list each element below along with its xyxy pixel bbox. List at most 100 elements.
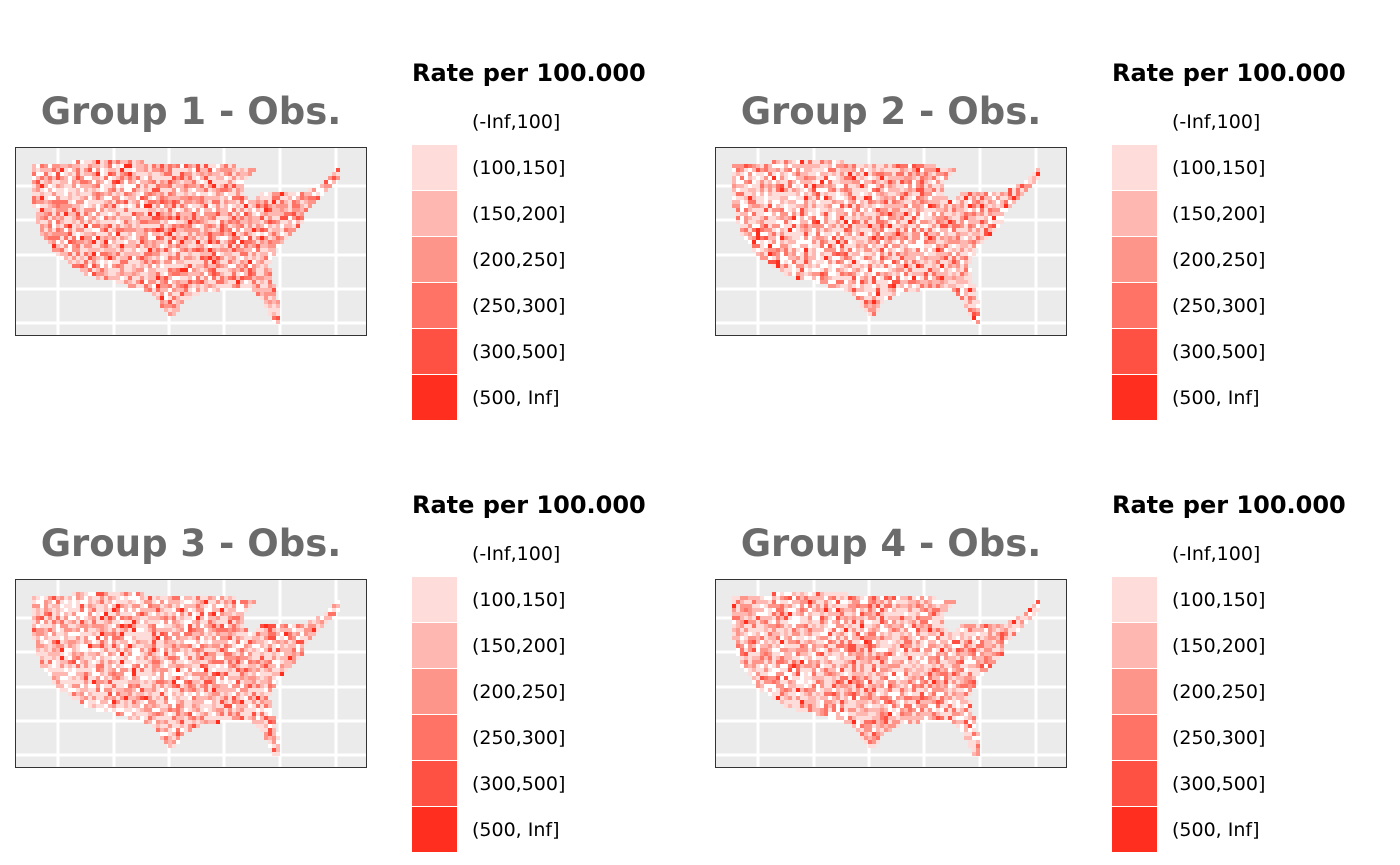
county-cell	[204, 616, 208, 620]
county-cell	[152, 636, 156, 640]
county-cell	[92, 224, 96, 228]
county-cell	[76, 160, 80, 164]
county-cell	[160, 212, 164, 216]
county-cell	[176, 644, 180, 648]
county-cell	[924, 240, 928, 244]
county-cell	[928, 248, 932, 252]
county-cell	[916, 284, 920, 288]
county-cell	[48, 180, 52, 184]
county-cell	[112, 252, 116, 256]
county-cell	[44, 204, 48, 208]
county-cell	[148, 652, 152, 656]
county-cell	[804, 168, 808, 172]
county-cell	[864, 256, 868, 260]
county-cell	[96, 656, 100, 660]
county-cell	[192, 284, 196, 288]
county-cell	[740, 208, 744, 212]
county-cell	[936, 244, 940, 248]
county-cell	[60, 236, 64, 240]
county-cell	[280, 212, 284, 216]
county-cell	[136, 648, 140, 652]
county-cell	[168, 256, 172, 260]
county-cell	[972, 248, 976, 252]
county-cell	[952, 236, 956, 240]
county-cell	[240, 644, 244, 648]
county-cell	[236, 224, 240, 228]
county-cell	[792, 272, 796, 276]
county-cell	[964, 292, 968, 296]
county-cell	[176, 164, 180, 168]
county-cell	[920, 272, 924, 276]
county-cell	[192, 620, 196, 624]
county-cell	[92, 220, 96, 224]
county-cell	[912, 276, 916, 280]
county-cell	[896, 188, 900, 192]
county-cell	[176, 208, 180, 212]
county-cell	[72, 164, 76, 168]
county-cell	[308, 628, 312, 632]
county-cell	[84, 168, 88, 172]
county-cell	[80, 164, 84, 168]
county-cell	[224, 648, 228, 652]
county-cell	[160, 232, 164, 236]
county-cell	[116, 216, 120, 220]
county-cell	[160, 172, 164, 176]
county-cell	[764, 252, 768, 256]
county-cell	[116, 176, 120, 180]
county-cell	[312, 200, 316, 204]
county-cell	[336, 176, 340, 180]
county-cell	[828, 192, 832, 196]
county-cell	[104, 188, 108, 192]
county-cell	[232, 204, 236, 208]
county-cell	[792, 256, 796, 260]
county-cell	[184, 616, 188, 620]
county-cell	[748, 164, 752, 168]
county-cell	[164, 260, 168, 264]
county-cell	[200, 268, 204, 272]
county-cell	[140, 184, 144, 188]
county-cell	[128, 596, 132, 600]
county-cell	[776, 252, 780, 256]
county-cell	[208, 632, 212, 636]
county-cell	[300, 216, 304, 220]
county-cell	[56, 616, 60, 620]
county-cell	[292, 212, 296, 216]
county-cell	[220, 620, 224, 624]
county-cell	[308, 632, 312, 636]
county-cell	[752, 204, 756, 208]
county-cell	[272, 644, 276, 648]
county-cell	[912, 200, 916, 204]
county-cell	[768, 224, 772, 228]
county-cell	[308, 624, 312, 628]
county-cell	[40, 604, 44, 608]
county-cell	[920, 192, 924, 196]
county-cell	[156, 600, 160, 604]
county-cell	[172, 640, 176, 644]
county-cell	[200, 596, 204, 600]
county-cell	[968, 228, 972, 232]
county-cell	[96, 632, 100, 636]
county-cell	[68, 220, 72, 224]
county-cell	[892, 228, 896, 232]
county-cell	[300, 652, 304, 656]
county-cell	[176, 296, 180, 300]
county-cell	[148, 216, 152, 220]
county-cell	[60, 632, 64, 636]
county-cell	[180, 208, 184, 212]
county-cell	[72, 600, 76, 604]
county-cell	[224, 204, 228, 208]
county-cell	[172, 292, 176, 296]
county-cell	[272, 624, 276, 628]
county-cell	[260, 240, 264, 244]
county-cell	[188, 644, 192, 648]
county-cell	[824, 240, 828, 244]
county-cell	[148, 640, 152, 644]
county-cell	[224, 624, 228, 628]
county-cell	[292, 652, 296, 656]
county-cell	[772, 256, 776, 260]
county-cell	[148, 644, 152, 648]
county-cell	[280, 216, 284, 220]
county-cell	[212, 656, 216, 660]
county-cell	[788, 256, 792, 260]
county-cell	[228, 628, 232, 632]
